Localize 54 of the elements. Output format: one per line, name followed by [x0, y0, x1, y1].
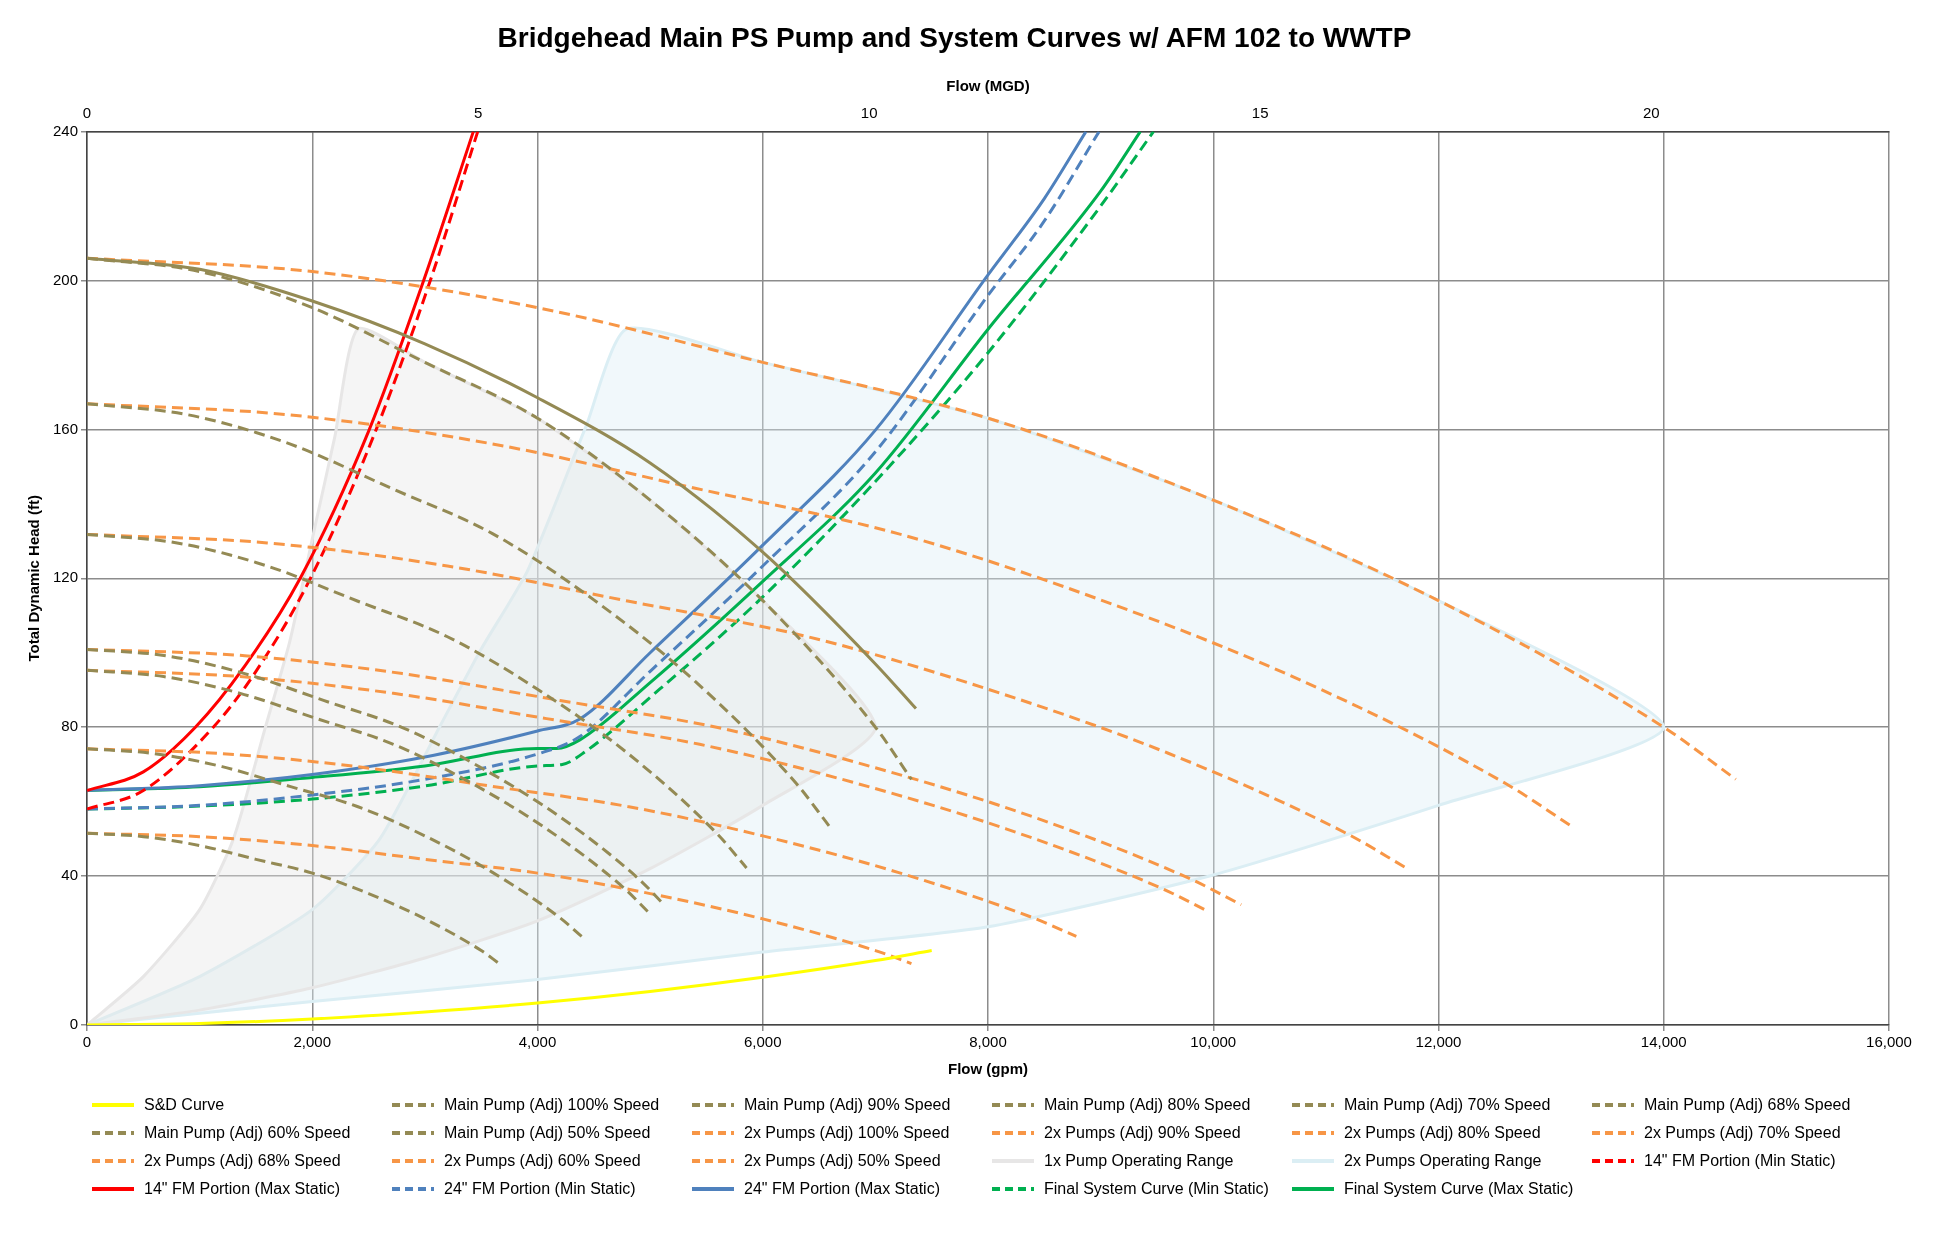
- legend-label: 14" FM Portion (Max Static): [144, 1180, 340, 1198]
- y-tick-label: 80: [61, 717, 79, 735]
- y-axis-title: Total Dynamic Head (ft): [25, 495, 43, 662]
- x2-tick-label: 0: [82, 103, 92, 121]
- legend-label: Main Pump (Adj) 80% Speed: [1044, 1096, 1251, 1114]
- legend-label: 24" FM Portion (Min Static): [444, 1180, 636, 1198]
- x2-axis-title: Flow (MGD): [946, 76, 1030, 94]
- legend-label: S&D Curve: [144, 1096, 225, 1114]
- x-tick-label: 10,000: [1190, 1033, 1237, 1051]
- legend-label: Main Pump (Adj) 50% Speed: [444, 1124, 651, 1142]
- legend-label: 2x Pumps (Adj) 70% Speed: [1644, 1124, 1841, 1142]
- x-tick-label: 2,000: [293, 1033, 332, 1051]
- line-series: [87, 532, 749, 870]
- x-tick-label: 4,000: [518, 1033, 557, 1051]
- y-tick-label: 160: [53, 419, 79, 437]
- x-tick-label: 8,000: [969, 1033, 1007, 1051]
- legend-label: Main Pump (Adj) 100% Speed: [444, 1096, 660, 1114]
- legend-label: 1x Pump Operating Range: [1044, 1152, 1234, 1170]
- y-tick-label: 40: [61, 866, 79, 884]
- legend-label: 2x Pumps Operating Range: [1344, 1152, 1542, 1170]
- legend-label: Main Pump (Adj) 68% Speed: [1644, 1096, 1851, 1114]
- legend-label: 2x Pumps (Adj) 68% Speed: [144, 1152, 341, 1170]
- chart-title: Bridgehead Main PS Pump and System Curves w/ AFM 102 to WWTP: [497, 21, 1412, 53]
- x-tick-label: 14,000: [1640, 1033, 1687, 1051]
- legend-label: Main Pump (Adj) 60% Speed: [144, 1124, 351, 1142]
- legend-label: Main Pump (Adj) 70% Speed: [1344, 1096, 1551, 1114]
- legend-label: 24" FM Portion (Max Static): [744, 1180, 940, 1198]
- x-tick-label: 16,000: [1866, 1033, 1912, 1051]
- x-tick-label: 0: [82, 1033, 92, 1051]
- legend-label: 2x Pumps (Adj) 50% Speed: [744, 1152, 941, 1170]
- line-series: [87, 831, 501, 966]
- y-tick-label: 240: [53, 121, 79, 139]
- y-tick-label: 200: [53, 270, 79, 288]
- x-tick-label: 12,000: [1415, 1033, 1462, 1051]
- line-series: [87, 402, 831, 828]
- legend-label: 2x Pumps (Adj) 80% Speed: [1344, 1124, 1541, 1142]
- y-tick-label: 0: [69, 1015, 79, 1033]
- x-axis-title: Flow (gpm): [948, 1060, 1029, 1078]
- legend-label: 14" FM Portion (Min Static): [1644, 1152, 1836, 1170]
- x2-tick-label: 5: [473, 103, 483, 121]
- x2-tick-label: 10: [860, 103, 878, 121]
- legend-label: Main Pump (Adj) 90% Speed: [744, 1096, 951, 1114]
- line-series: [87, 949, 934, 1025]
- legend-label: 2x Pumps (Adj) 60% Speed: [444, 1152, 641, 1170]
- y-tick-label: 120: [53, 568, 79, 586]
- legend-label: Final System Curve (Min Static): [1044, 1180, 1269, 1198]
- legend-label: 2x Pumps (Adj) 90% Speed: [1044, 1124, 1241, 1142]
- legend-label: 2x Pumps (Adj) 100% Speed: [744, 1124, 950, 1142]
- x-tick-label: 6,000: [743, 1033, 782, 1051]
- x2-tick-label: 15: [1251, 103, 1269, 121]
- line-series: [87, 747, 584, 938]
- x2-tick-label: 20: [1642, 103, 1660, 121]
- legend-label: Final System Curve (Max Static): [1344, 1180, 1574, 1198]
- line-series: [87, 402, 1573, 828]
